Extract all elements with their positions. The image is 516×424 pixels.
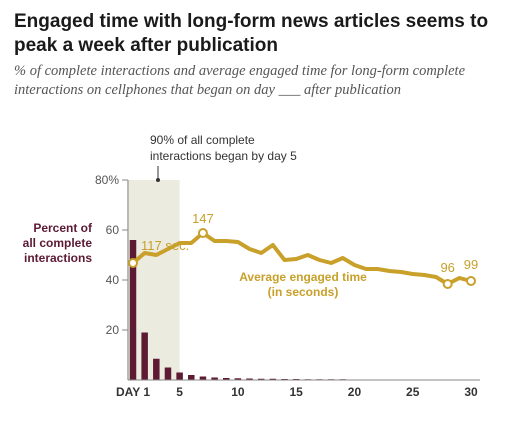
x-tick-label: 15 [289,385,303,399]
line-series-label: Average engaged time [239,270,367,284]
x-tick-label: 5 [176,385,183,399]
bar-day-9 [222,378,230,380]
bar-day-2 [141,332,148,380]
y-tick-label: 60 [106,223,120,237]
annotation-dot [156,178,160,182]
engaged-time-line [131,231,473,286]
data-label-day-30: 99 [464,257,478,272]
bar-day-5 [176,372,183,380]
y-tick-label: 40 [106,273,120,287]
bar-day-11 [246,378,253,380]
line-marker-day-28 [442,279,453,289]
bar-series-label: interactions [24,251,92,265]
line-marker-day-1 [128,258,138,268]
y-tick-label: 80% [95,173,119,187]
annotation-text: interactions began by day 5 [150,149,297,163]
bar-day-1 [129,240,137,380]
x-tick-label: DAY 1 [116,385,150,399]
bar-day-13 [269,378,277,380]
bar-day-4 [164,367,172,380]
chart-title: Engaged time with long-form news article… [14,11,489,56]
bar-series-label: Percent of [33,221,93,235]
x-tick-label: 10 [231,385,245,399]
x-tick-label: 20 [348,385,362,399]
bar-day-3 [153,358,160,380]
chart-subtitle: % of complete interactions and average e… [14,63,466,98]
bar-day-12 [257,378,265,380]
annotation-text: 90% of all complete [150,133,255,147]
bar-day-8 [211,377,218,380]
bar-series-label: all complete [23,236,93,250]
line-series-label: (in seconds) [268,285,339,299]
bar-day-6 [188,375,195,380]
line-marker-day-30 [466,276,476,286]
line-marker-day-7 [197,228,208,238]
x-tick-label: 30 [464,385,478,399]
data-label-day-28: 96 [440,260,454,275]
x-tick-label: 25 [406,385,420,399]
bar-day-7 [199,376,207,380]
bar-day-10 [234,378,242,380]
data-label-day-1: 117 sec. [141,238,189,253]
data-label-day-7: 147 [192,211,214,226]
y-tick-label: 20 [106,323,120,337]
